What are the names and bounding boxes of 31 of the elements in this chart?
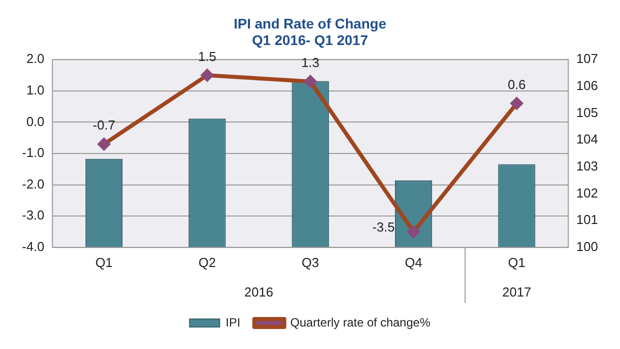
- y2-tick-label: 102: [576, 185, 598, 200]
- text: 2016: [244, 284, 274, 300]
- x-tick-label: Q4: [404, 254, 422, 270]
- x-tick-label: Q1: [95, 254, 113, 270]
- y-tick-label: -3.0: [22, 208, 44, 223]
- y2-tick-label: 101: [576, 212, 598, 228]
- y2-tick-label: 100: [576, 238, 598, 254]
- x-tick-label: Q1: [508, 254, 526, 270]
- legend-label: IPI: [226, 315, 240, 330]
- y-tick-label: -2.0: [22, 176, 44, 192]
- y2-tick-label: 106: [576, 78, 598, 94]
- y2-tick-label: 103: [576, 158, 598, 174]
- data-label: 0.6: [508, 77, 526, 92]
- y-tick-label: -1.0: [22, 145, 44, 160]
- x-tick-label: Q2: [198, 254, 216, 270]
- data-label: 1.5: [198, 48, 216, 64]
- data-label: -3.5: [372, 219, 395, 234]
- y2-tick-label: 107: [576, 51, 598, 66]
- y2-tick-label: 104: [576, 132, 598, 147]
- y2-tick-label: 105: [576, 104, 598, 120]
- chart-subtitle: Q1 2016- Q1 2017: [252, 32, 368, 48]
- y-tick-label: 2.0: [26, 51, 44, 66]
- x-tick-label: Q3: [302, 254, 320, 270]
- data-label: 1.3: [301, 55, 320, 70]
- legend-label: Quarterly rate of change%: [290, 315, 431, 330]
- y-tick-label: -4.0: [22, 238, 44, 254]
- y-tick-label: 1.0: [26, 82, 44, 98]
- data-label: -0.7: [92, 118, 116, 133]
- text: 2017: [502, 284, 532, 300]
- y-tick-label: 0.0: [26, 114, 44, 129]
- chart-title: IPI and Rate of Change: [234, 15, 386, 32]
